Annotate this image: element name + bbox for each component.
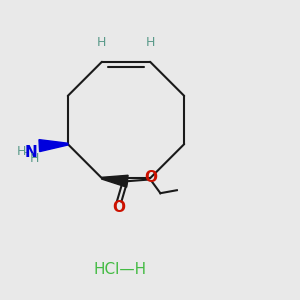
Text: H: H: [146, 36, 155, 50]
Text: –: –: [23, 147, 28, 157]
Text: HCl—H: HCl—H: [93, 262, 147, 278]
Text: H: H: [16, 145, 26, 158]
Polygon shape: [102, 175, 128, 187]
Text: H: H: [30, 152, 40, 165]
Polygon shape: [39, 140, 68, 152]
Text: H: H: [97, 36, 106, 50]
Text: O: O: [144, 170, 157, 185]
Text: N: N: [25, 145, 38, 160]
Text: O: O: [112, 200, 125, 214]
